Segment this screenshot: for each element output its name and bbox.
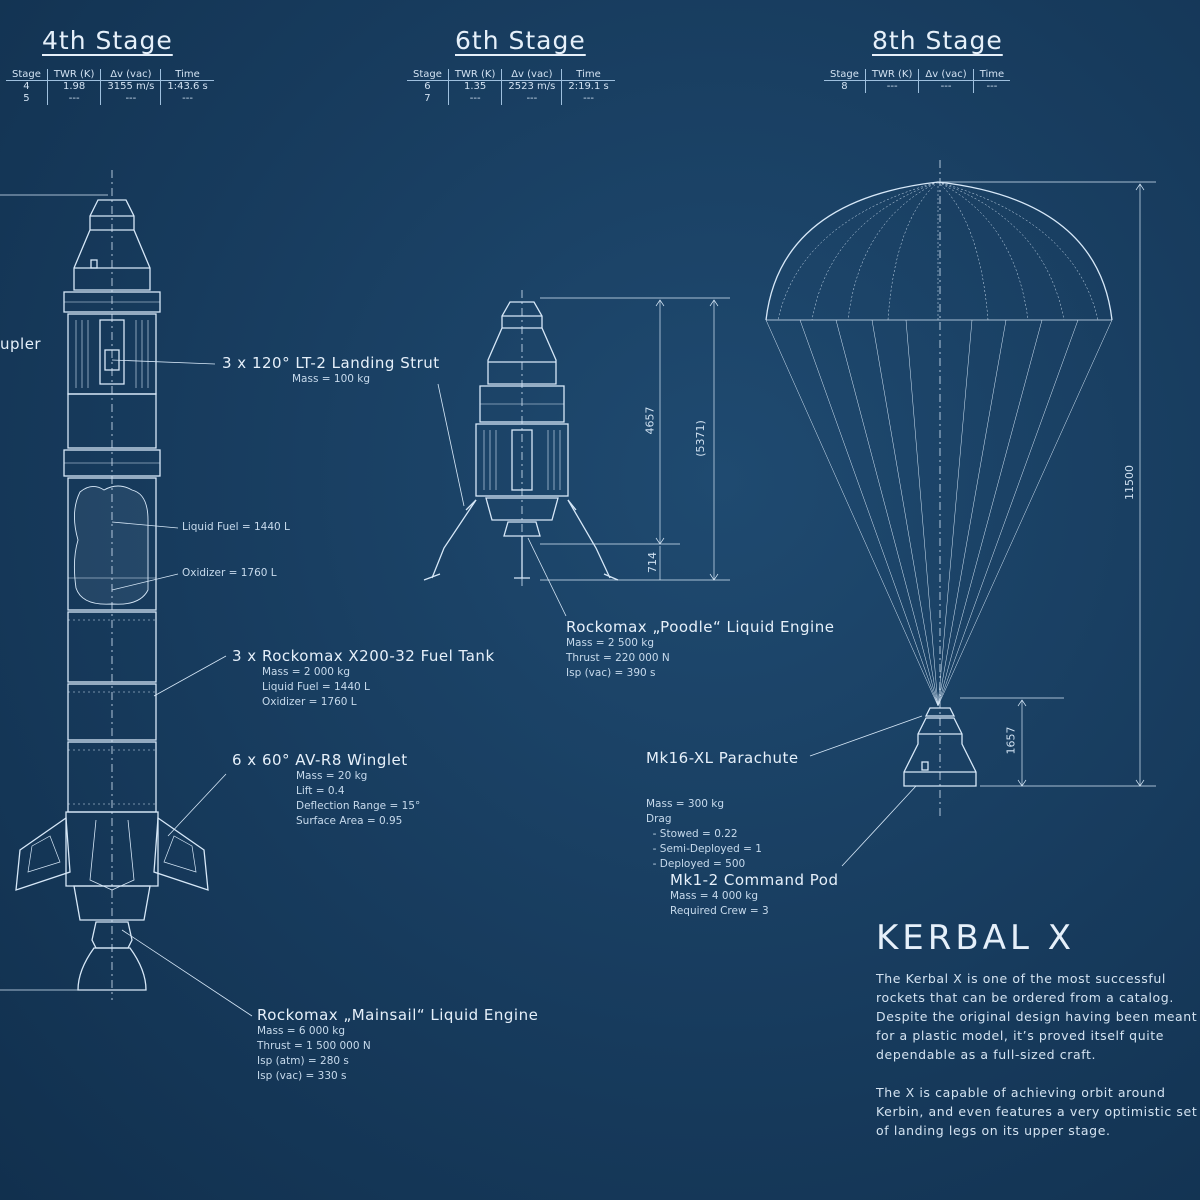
- craft-description: The Kerbal X is one of the most successf…: [876, 969, 1198, 1140]
- table-header: Δv (vac): [100, 69, 161, 81]
- table-row: 7 --- --- ---: [407, 93, 615, 105]
- stage-8-table: Stage TWR (K) Δv (vac) Time 8 --- --- ---: [824, 69, 1011, 93]
- description-paragraph-1: The Kerbal X is one of the most successf…: [876, 971, 1198, 1062]
- table-row: 6 1.35 2523 m/s 2:19.1 s: [407, 80, 615, 93]
- command-pod-specs: Mass = 4 000 kg Required Crew = 3: [670, 890, 769, 917]
- winglet-specs: Mass = 20 kg Lift = 0.4 Deflection Range =…: [296, 770, 421, 827]
- poodle-callout: Rockomax „Poodle“ Liquid Engine Mass = 2…: [566, 618, 834, 681]
- lander-upper-stage: [423, 290, 730, 617]
- landing-strut-callout: 3 x 120° LT-2 Landing Strut Mass = 100 k…: [222, 354, 440, 387]
- landing-strut-title: 3 x 120° LT-2 Landing Strut: [222, 354, 440, 372]
- dimension-714: 714: [646, 552, 659, 573]
- stage-4-table: Stage TWR (K) Δv (vac) Time 4 1.98 3155 m/s 1:…: [6, 69, 214, 105]
- dimension-1657: 1657: [1004, 726, 1018, 755]
- stage-8-title: 8th Stage: [872, 26, 1003, 55]
- fuel-tank-callout: 3 x Rockomax X200-32 Fuel Tank Mass = 2 …: [232, 647, 495, 710]
- table-header: Δv (vac): [501, 69, 562, 81]
- table-header: TWR (K): [864, 69, 919, 81]
- table-row: 5 --- --- ---: [6, 93, 214, 105]
- dimension-11500: 11500: [1123, 465, 1136, 500]
- table-header: Time: [972, 69, 1011, 81]
- oxidizer-label: Oxidizer = 1760 L: [182, 567, 277, 579]
- table-header: Δv (vac): [918, 69, 974, 81]
- fuel-tank-title: 3 x Rockomax X200-32 Fuel Tank: [232, 647, 495, 665]
- table-header: Stage: [6, 69, 48, 81]
- dimension-4657: 4657: [643, 406, 657, 435]
- fuel-tank-specs: Mass = 2 000 kg Liquid Fuel = 1440 L Oxidi…: [262, 666, 370, 708]
- poodle-title: Rockomax „Poodle“ Liquid Engine: [566, 618, 835, 636]
- dimension-5371: (5371): [693, 420, 707, 457]
- decoupler-label: upler: [0, 335, 42, 353]
- table-header: Stage: [824, 69, 866, 81]
- winglet-callout: 6 x 60° AV-R8 Winglet Mass = 20 kg Lift =…: [232, 751, 420, 829]
- craft-title: KERBAL X: [876, 918, 1076, 958]
- stage-6-title: 6th Stage: [455, 26, 586, 55]
- command-pod-callout: Mk1-2 Command Pod Mass = 4 000 kg Require…: [670, 871, 838, 919]
- stage-6-table: Stage TWR (K) Δv (vac) Time 6 1.35 2523 m/s 2:…: [407, 69, 615, 105]
- winglet-title: 6 x 60° AV-R8 Winglet: [232, 751, 408, 769]
- stage-4-title: 4th Stage: [42, 26, 173, 55]
- table-header: TWR (K): [46, 69, 101, 81]
- mainsail-title: Rockomax „Mainsail“ Liquid Engine: [257, 1006, 539, 1024]
- description-paragraph-2: The X is capable of achieving orbit arou…: [876, 1085, 1198, 1138]
- parachute-specs: Mass = 300 kg Drag - Stowed = 0.22 - Semi…: [646, 798, 762, 870]
- table-header: TWR (K): [447, 69, 502, 81]
- table-row: 8 --- --- ---: [824, 80, 1011, 93]
- mainsail-specs: Mass = 6 000 kg Thrust = 1 500 000 N Isp (…: [257, 1025, 371, 1082]
- command-pod-title: Mk1-2 Command Pod: [670, 871, 839, 889]
- poodle-specs: Mass = 2 500 kg Thrust = 220 000 N Isp (va…: [566, 637, 670, 679]
- parachute-callout: Mk16-XL Parachute Mass = 300 kg Drag - St…: [646, 749, 799, 902]
- parachute-title: Mk16-XL Parachute: [646, 749, 799, 767]
- parachute-and-pod: [765, 160, 1156, 867]
- table-header: Stage: [407, 69, 449, 81]
- table-header: Time: [160, 69, 214, 81]
- mainsail-callout: Rockomax „Mainsail“ Liquid Engine Mass =…: [257, 1006, 538, 1084]
- table-header: Time: [561, 69, 615, 81]
- landing-strut-specs: Mass = 100 kg: [292, 373, 371, 385]
- liquid-fuel-label: Liquid Fuel = 1440 L: [182, 521, 290, 533]
- table-row: 4 1.98 3155 m/s 1:43.6 s: [6, 80, 214, 93]
- rocket-full-stack: [0, 170, 253, 1017]
